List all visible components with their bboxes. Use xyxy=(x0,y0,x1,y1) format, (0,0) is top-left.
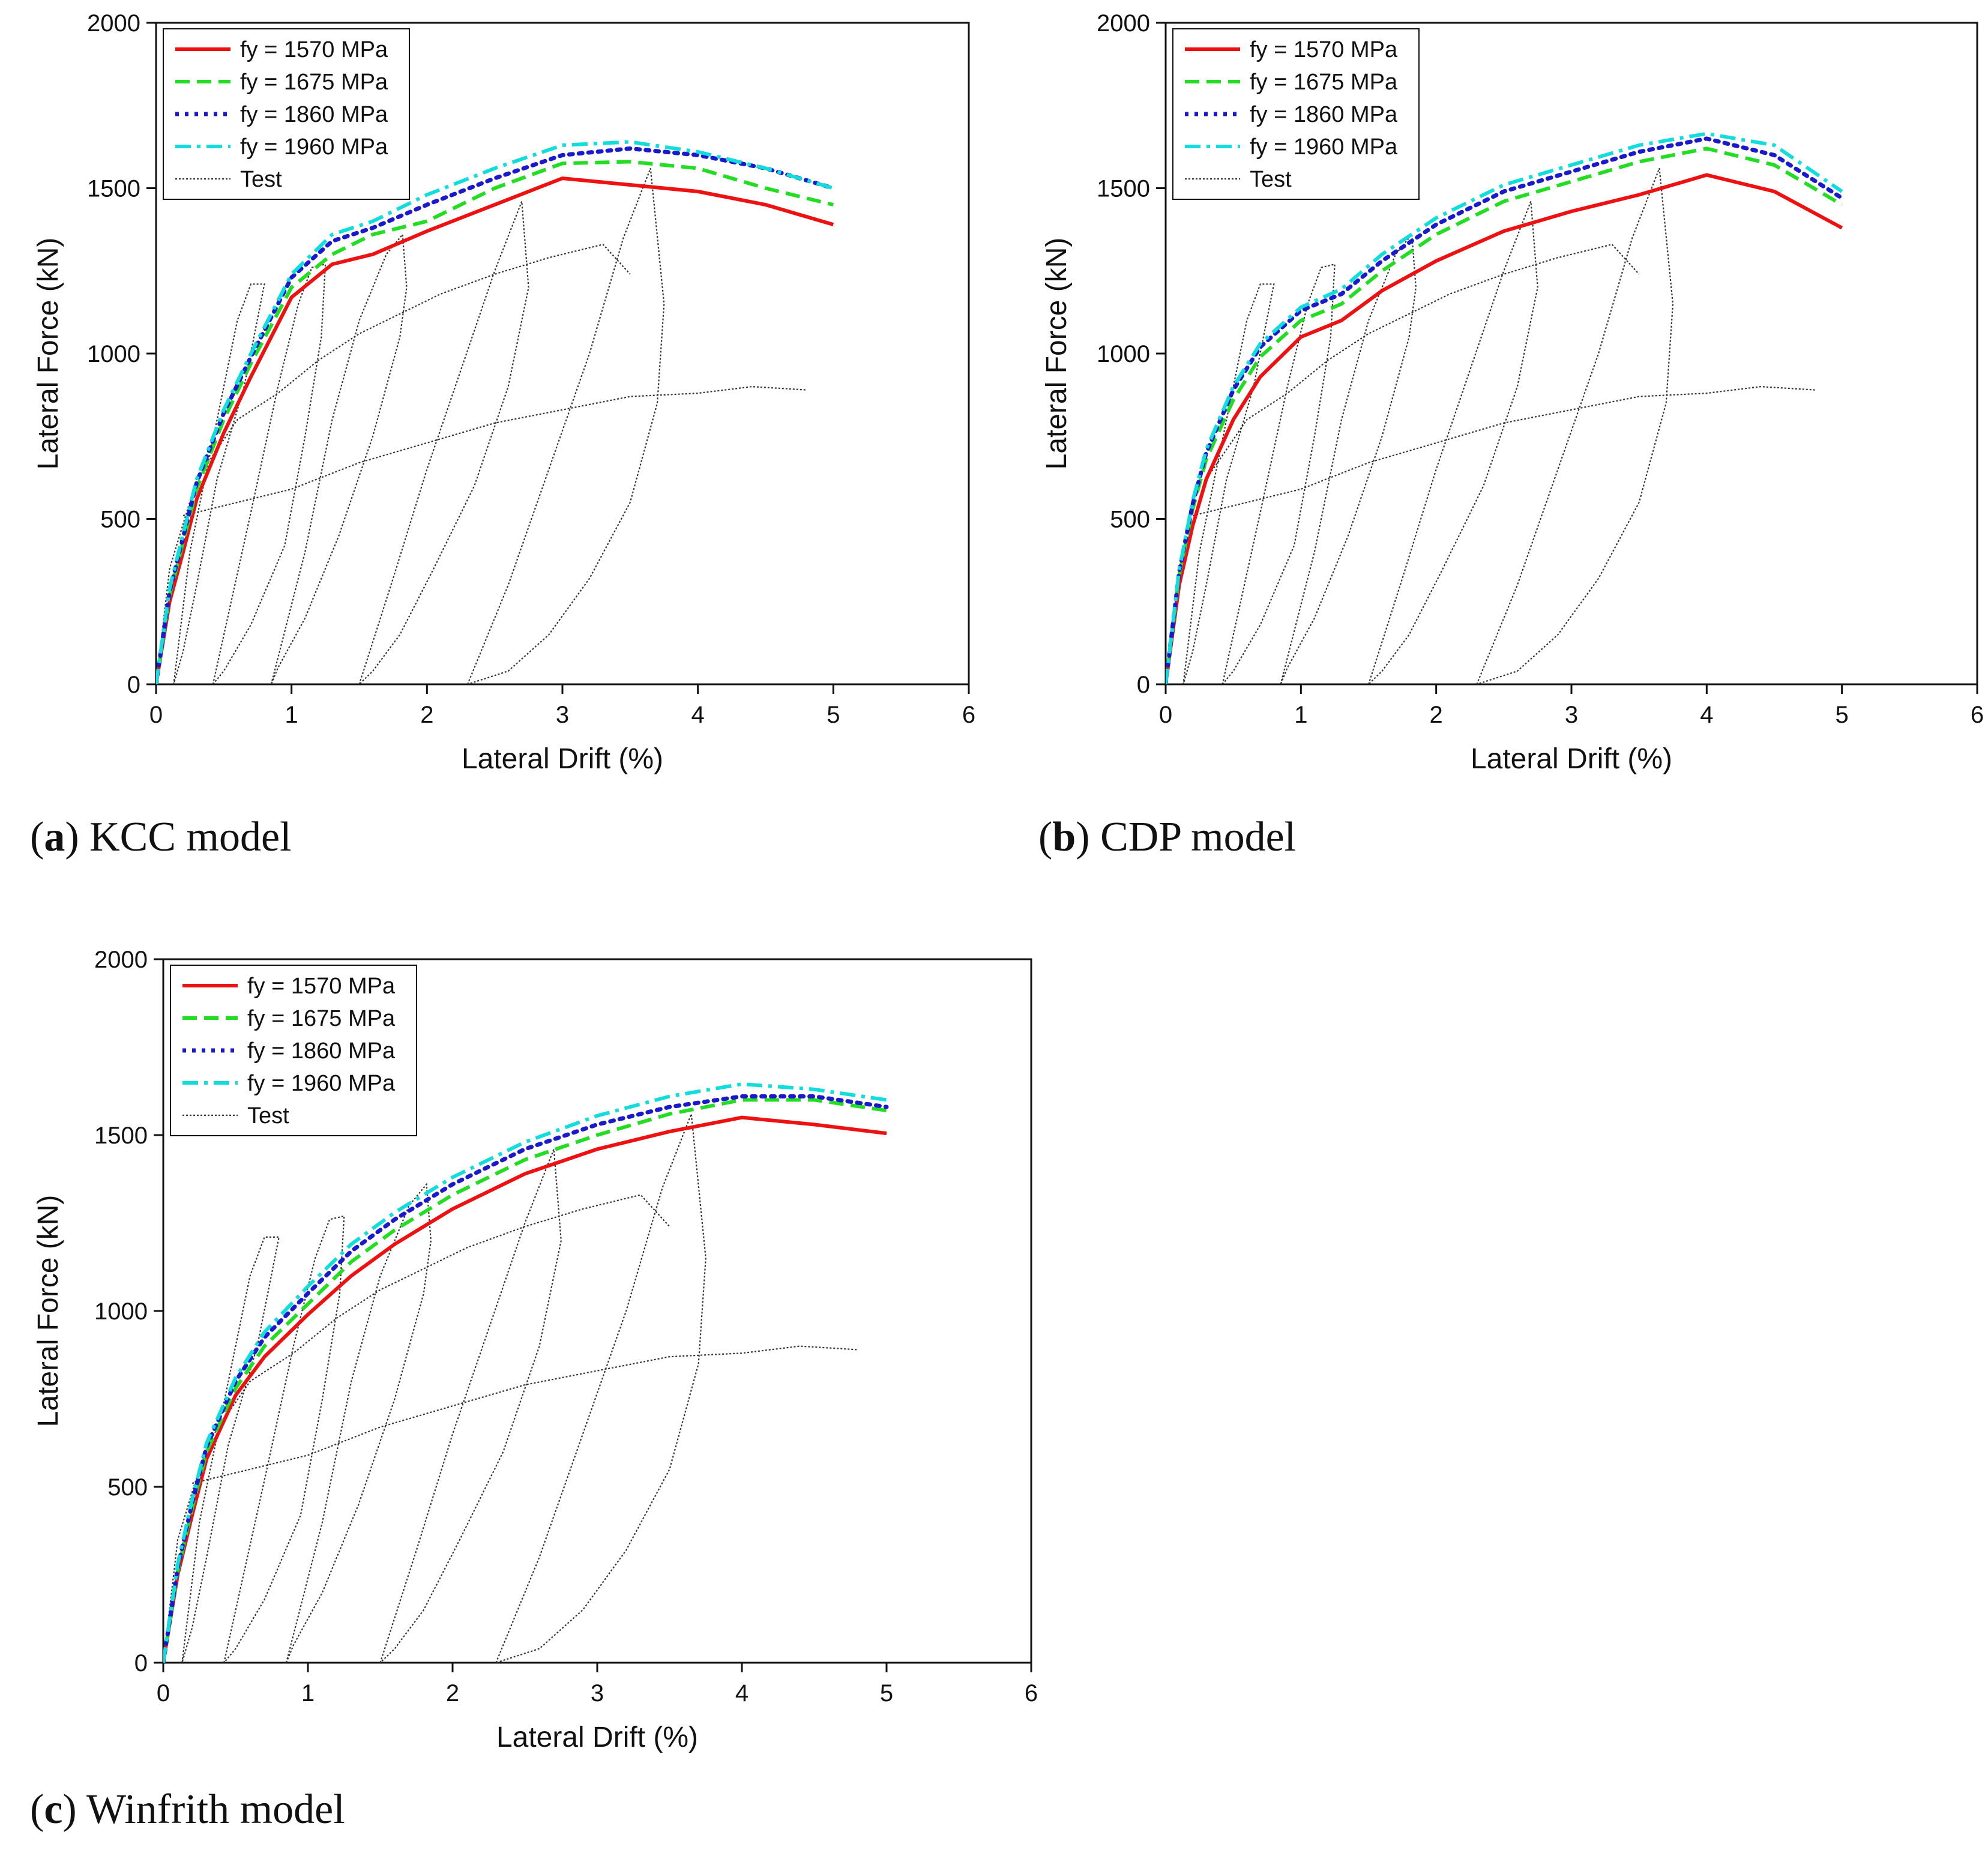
y-tick-label: 1500 xyxy=(87,176,140,202)
y-tick-label: 1000 xyxy=(94,1298,148,1325)
caption-c: (c) Winfrith model xyxy=(30,1786,345,1833)
legend-label: Test xyxy=(1250,167,1292,192)
series-line-fy1570 xyxy=(163,1115,887,1663)
x-tick-label: 1 xyxy=(301,1680,315,1707)
x-tick-label: 5 xyxy=(827,702,840,728)
series-line-fy1960 xyxy=(1166,131,1843,684)
legend-label: fy = 1960 MPa xyxy=(1250,134,1398,160)
test-loop xyxy=(1221,263,1336,684)
plot-area xyxy=(163,1082,889,1663)
x-tick-label: 1 xyxy=(285,702,298,728)
series-line-fy1570 xyxy=(1166,173,1843,684)
x-tick-label: 4 xyxy=(1700,702,1713,728)
test-pull-curve xyxy=(182,385,807,517)
test-loop xyxy=(1280,232,1417,684)
series-line-fy1675 xyxy=(163,1098,887,1663)
test-envelope xyxy=(156,243,631,684)
x-tick-label: 4 xyxy=(735,1680,749,1707)
y-tick-label: 2000 xyxy=(87,10,140,37)
test-loop xyxy=(358,201,529,684)
x-tick-label: 3 xyxy=(556,702,569,728)
chart-b-cdp: 0 1 2 3 4 5 6 0 500 1000 1500 2000 Lateral Drift (%)… xyxy=(1041,10,1984,775)
test-loop xyxy=(466,168,665,684)
y-tick-label: 0 xyxy=(134,1650,148,1677)
y-axis-title: Lateral Force (kN) xyxy=(1041,238,1073,470)
y-tick-label: 500 xyxy=(107,1474,148,1501)
caption-a: (a) KCC model xyxy=(30,814,292,860)
plot-area xyxy=(156,140,836,684)
legend-label: fy = 1675 MPa xyxy=(247,1006,396,1031)
plot-area xyxy=(1166,131,1845,684)
x-axis-title: Lateral Drift (%) xyxy=(462,743,663,775)
test-loop xyxy=(379,1148,562,1663)
y-tick-label: 0 xyxy=(127,672,140,698)
x-tick-label: 5 xyxy=(1836,702,1849,728)
x-tick-label: 6 xyxy=(962,702,975,728)
y-axis-title: Lateral Force (kN) xyxy=(32,238,64,470)
series-line-fy1675 xyxy=(1166,146,1843,684)
caption-b: (b) CDP model xyxy=(1038,814,1297,860)
y-tick-label: 1500 xyxy=(1097,176,1150,202)
series-line-fy1570 xyxy=(156,176,834,684)
test-envelope xyxy=(163,1194,670,1663)
x-tick-label: 3 xyxy=(591,1680,604,1707)
test-loop xyxy=(212,263,327,684)
series-line-fy1860 xyxy=(156,146,836,684)
x-tick-label: 1 xyxy=(1294,702,1307,728)
legend-label: fy = 1960 MPa xyxy=(240,134,388,160)
legend-label: Test xyxy=(240,167,282,192)
x-tick-label: 4 xyxy=(691,702,705,728)
y-tick-label: 1500 xyxy=(94,1122,148,1149)
legend-label: fy = 1570 MPa xyxy=(247,974,396,999)
x-tick-label: 2 xyxy=(1430,702,1443,728)
x-tick-label: 2 xyxy=(420,702,433,728)
y-tick-label: 2000 xyxy=(1097,10,1150,37)
x-tick-label: 6 xyxy=(1025,1680,1038,1707)
y-tick-label: 1000 xyxy=(1097,341,1150,367)
x-axis-title: Lateral Drift (%) xyxy=(496,1722,698,1753)
y-tick-label: 2000 xyxy=(94,947,148,973)
series-line-fy1860 xyxy=(1166,136,1845,684)
legend-label: fy = 1675 MPa xyxy=(1250,70,1398,95)
x-tick-label: 2 xyxy=(446,1680,459,1707)
test-loop xyxy=(270,232,408,684)
legend-label: Test xyxy=(247,1103,289,1128)
test-loop xyxy=(1182,283,1275,684)
y-tick-label: 500 xyxy=(100,507,140,533)
legend-label: fy = 1570 MPa xyxy=(240,37,388,62)
test-envelope xyxy=(1166,243,1640,684)
x-tick-label: 0 xyxy=(1159,702,1172,728)
test-pull-curve xyxy=(191,1345,858,1484)
test-loop xyxy=(223,1215,345,1663)
x-tick-label: 5 xyxy=(880,1680,893,1707)
legend-label: fy = 1860 MPa xyxy=(240,102,388,127)
y-tick-label: 500 xyxy=(1110,507,1150,533)
x-tick-label: 0 xyxy=(157,1680,170,1707)
x-axis-title: Lateral Drift (%) xyxy=(1471,743,1672,775)
series-line-fy1675 xyxy=(156,160,834,684)
legend-label: fy = 1860 MPa xyxy=(247,1038,396,1064)
chart-a-kcc: 0 1 2 3 4 5 6 0 500 1000 1500 2000 Lateral Drift (%)… xyxy=(32,10,975,775)
legend-label: fy = 1860 MPa xyxy=(1250,102,1398,127)
test-loop xyxy=(285,1183,432,1663)
legend-label: fy = 1570 MPa xyxy=(1250,37,1398,62)
test-loop xyxy=(1476,168,1674,684)
test-loop xyxy=(495,1113,706,1663)
x-tick-label: 6 xyxy=(1971,702,1984,728)
y-tick-label: 0 xyxy=(1137,672,1150,698)
legend-label: fy = 1960 MPa xyxy=(247,1071,396,1096)
series-line-fy1860 xyxy=(163,1094,889,1663)
test-loop xyxy=(173,283,265,684)
legend-label: fy = 1675 MPa xyxy=(240,70,388,95)
y-tick-label: 1000 xyxy=(87,341,140,367)
x-tick-label: 0 xyxy=(149,702,163,728)
series-line-fy1960 xyxy=(163,1082,887,1663)
y-axis-title: Lateral Force (kN) xyxy=(32,1195,64,1427)
series-line-fy1960 xyxy=(156,140,834,684)
test-pull-curve xyxy=(1192,385,1815,517)
test-loop xyxy=(1367,201,1538,684)
chart-c-winfrith: 0 1 2 3 4 5 6 0 500 1000 1500 2000 Lateral Drift (%)… xyxy=(32,947,1038,1753)
x-tick-label: 3 xyxy=(1565,702,1578,728)
